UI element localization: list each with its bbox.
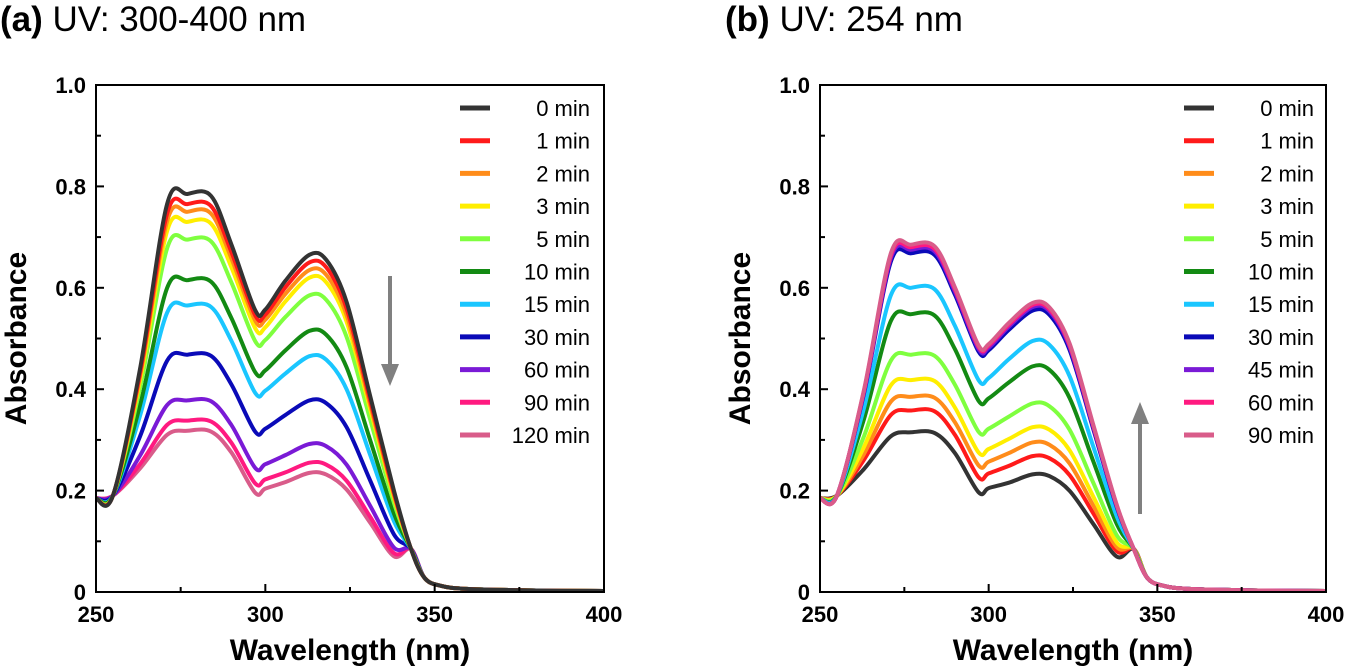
y-tick-label: 0.4 [55, 377, 86, 402]
x-tick-label: 250 [802, 602, 839, 627]
y-tick-label: 1.0 [779, 73, 810, 98]
x-axis-label: Wavelength (nm) [953, 634, 1194, 667]
legend-label: 1 min [536, 129, 590, 154]
legend-label: 2 min [536, 161, 590, 186]
chart-panel-b: 250 300 350 400 0 0.2 0.4 0.6 0.8 1.0 Wavelength (… [724, 73, 1344, 667]
series-line [95, 427, 605, 593]
panel-a-title: (a) UV: 300-400 nm [0, 0, 306, 40]
legend-label: 60 min [524, 358, 590, 383]
x-tick-label: 300 [970, 602, 1007, 627]
panel-b-title: (b) UV: 254 nm [725, 0, 963, 40]
x-axis-label: Wavelength (nm) [230, 634, 471, 667]
legend-label: 10 min [1248, 260, 1314, 285]
y-tick-label: 0.4 [779, 377, 810, 402]
panel-a-title-text: UV: 300-400 nm [52, 0, 307, 39]
panel-b-title-text: UV: 254 nm [779, 0, 963, 39]
y-tick-label: 0.2 [779, 479, 810, 504]
y-axis-label: Absorbance [0, 252, 33, 425]
x-tick-label: 350 [1139, 602, 1176, 627]
legend-label: 3 min [1260, 194, 1314, 219]
legend-label: 15 min [1248, 292, 1314, 317]
y-tick-label: 0.8 [779, 174, 810, 199]
panel-a-label: (a) [0, 0, 43, 39]
legend-label: 0 min [536, 96, 590, 121]
x-tick-label: 400 [1308, 602, 1345, 627]
y-tick-label: 0.6 [779, 276, 810, 301]
y-tick-label: 0.2 [55, 479, 86, 504]
legend-label: 90 min [1248, 423, 1314, 448]
y-tick-label: 0.8 [55, 174, 86, 199]
legend-label: 1 min [1260, 129, 1314, 154]
legend-label: 10 min [524, 260, 590, 285]
legend-label: 3 min [536, 194, 590, 219]
trend-arrow-head [381, 364, 399, 386]
legend-label: 120 min [512, 423, 590, 448]
legend-label: 0 min [1260, 96, 1314, 121]
x-tick-label: 350 [416, 602, 453, 627]
x-tick-label: 250 [78, 602, 115, 627]
panel-b-label: (b) [725, 0, 770, 39]
chart-panel-a: 250 300 350 400 0 0.2 0.4 0.6 0.8 1.0 Wavelength (… [0, 73, 622, 667]
legend-label: 15 min [524, 292, 590, 317]
legend-label: 30 min [1248, 325, 1314, 350]
y-tick-label: 0 [74, 580, 86, 605]
y-tick-label: 0 [798, 580, 810, 605]
x-tick-label: 300 [247, 602, 284, 627]
legend-label: 2 min [1260, 161, 1314, 186]
x-tick-label: 400 [586, 602, 623, 627]
trend-arrow-head [1131, 402, 1149, 424]
legend-label: 60 min [1248, 390, 1314, 415]
legend-label: 30 min [524, 325, 590, 350]
legend-label: 5 min [1260, 227, 1314, 252]
legend-label: 5 min [536, 227, 590, 252]
legend-label: 90 min [524, 390, 590, 415]
y-tick-label: 0.6 [55, 276, 86, 301]
legend-label: 45 min [1248, 358, 1314, 383]
y-tick-label: 1.0 [55, 73, 86, 98]
y-axis-label: Absorbance [724, 252, 757, 425]
